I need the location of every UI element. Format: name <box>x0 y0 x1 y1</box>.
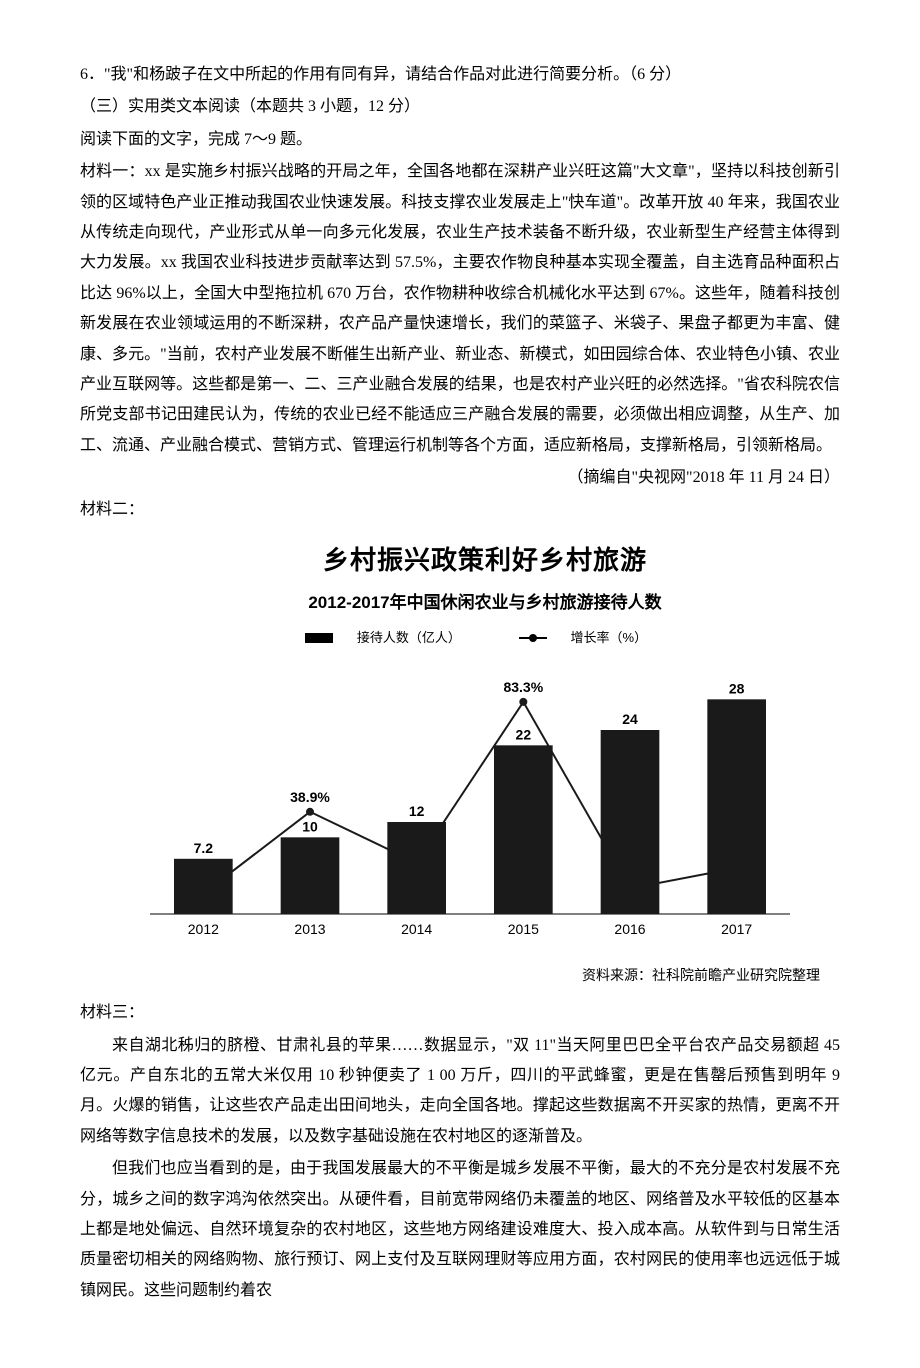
chart-title-main: 乡村振兴政策利好乡村旅游 <box>130 536 840 585</box>
section-3-heading: （三）实用类文本阅读（本题共 3 小题，12 分） <box>80 92 840 122</box>
chart-title-sub: 2012-2017年中国休闲农业与乡村旅游接待人数 <box>130 587 840 619</box>
chart-legend: 接待人数（亿人） 增长率（%） <box>130 626 840 651</box>
legend-bar-label: 接待人数（亿人） <box>357 630 461 645</box>
legend-line-icon <box>519 637 547 639</box>
material-1: 材料一：xx 是实施乡村振兴战略的开局之年，全国各地都在深耕产业兴旺这篇"大文章… <box>80 157 840 461</box>
chart-source: 资料来源：社科院前瞻产业研究院整理 <box>130 962 820 989</box>
svg-text:2016: 2016 <box>614 921 645 937</box>
material-1-source: （摘编自"央视网"2018 年 11 月 24 日） <box>80 463 840 493</box>
svg-text:10: 10 <box>302 819 318 835</box>
chart-svg: 7.2 2012 10 2013 12 2014 22 2015 24 2016 28 2017 38.… <box>130 654 810 944</box>
svg-text:24: 24 <box>622 711 638 727</box>
svg-text:22: 22 <box>516 727 532 743</box>
svg-text:38.9%: 38.9% <box>290 789 330 805</box>
svg-text:2014: 2014 <box>401 921 432 937</box>
chart-container: 乡村振兴政策利好乡村旅游 2012-2017年中国休闲农业与乡村旅游接待人数 接… <box>130 536 840 988</box>
material-2-label: 材料二： <box>80 495 840 525</box>
svg-text:28: 28 <box>729 681 745 697</box>
material-3-label: 材料三： <box>80 998 840 1028</box>
svg-text:83.3%: 83.3% <box>503 679 543 695</box>
svg-text:2015: 2015 <box>508 921 539 937</box>
svg-text:12: 12 <box>409 803 425 819</box>
svg-text:2012: 2012 <box>188 921 219 937</box>
reading-instruction: 阅读下面的文字，完成 7～9 题。 <box>80 125 840 155</box>
material-3-para-1: 来自湖北秭归的脐橙、甘肃礼县的苹果……数据显示，"双 11"当天阿里巴巴全平台农… <box>80 1031 840 1153</box>
legend-line-label: 增长率（%） <box>571 630 648 645</box>
svg-text:7.2: 7.2 <box>194 840 214 856</box>
material-1-body: xx 是实施乡村振兴战略的开局之年，全国各地都在深耕产业兴旺这篇"大文章"，坚持… <box>80 163 840 454</box>
legend-bar-icon <box>305 633 333 643</box>
question-6: 6．"我"和杨跛子在文中所起的作用有同有异，请结合作品对此进行简要分析。（6 分… <box>80 60 840 90</box>
svg-text:2013: 2013 <box>294 921 325 937</box>
svg-text:2017: 2017 <box>721 921 752 937</box>
material-1-label: 材料一： <box>80 163 145 180</box>
material-3-para-2: 但我们也应当看到的是，由于我国发展最大的不平衡是城乡发展不平衡，最大的不充分是农… <box>80 1154 840 1306</box>
